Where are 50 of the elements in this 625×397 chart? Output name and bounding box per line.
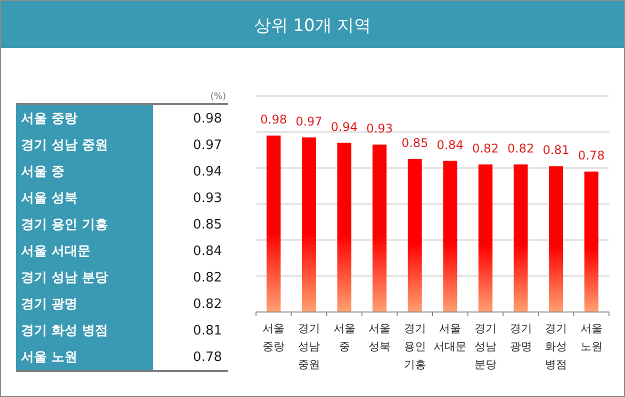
data-label: 0.98 bbox=[193, 111, 222, 126]
data-label: 0.94 bbox=[330, 120, 358, 134]
text: (%) bbox=[210, 92, 226, 102]
data-label: 0.81 bbox=[542, 143, 570, 158]
bar bbox=[337, 142, 352, 312]
data-label: 0.82 bbox=[507, 141, 534, 156]
x-tick-label: 서울 성북 bbox=[368, 322, 391, 353]
bar bbox=[549, 166, 564, 312]
x-tick-label: 서울 노원 bbox=[580, 322, 602, 353]
data-label: 0.84 bbox=[436, 138, 464, 152]
data-label: 0.82 bbox=[193, 270, 222, 286]
data-label: 0.85 bbox=[193, 217, 222, 232]
x-tick-label: 서울 서대문 bbox=[434, 322, 467, 353]
bar bbox=[443, 160, 458, 312]
chart-title: 상위 10개 지역 bbox=[254, 16, 372, 36]
bar bbox=[584, 172, 598, 312]
data-label: 0.78 bbox=[578, 148, 605, 163]
data-label: 0.78 bbox=[193, 350, 222, 365]
data-label: 0.98 bbox=[260, 112, 288, 127]
bar bbox=[372, 144, 387, 312]
category-label: 서울 서대문 bbox=[21, 244, 91, 259]
data-label: 0.85 bbox=[401, 136, 428, 150]
x-tick-label: 경기 용인 기흥 bbox=[404, 322, 426, 371]
x-tick-label: 경기 성남 분당 bbox=[474, 322, 496, 371]
category-label: 경기 성남 분당 bbox=[21, 270, 108, 286]
category-label: 서울 중랑 bbox=[21, 111, 78, 126]
x-tick-label: 서울 중랑 bbox=[262, 322, 285, 353]
data-label: 0.93 bbox=[366, 122, 393, 136]
category-label: 경기 용인 기흥 bbox=[21, 217, 108, 232]
x-tick-label: 서울 중 bbox=[333, 322, 356, 353]
data-label: 0.97 bbox=[193, 138, 222, 153]
data-label: 0.84 bbox=[193, 244, 222, 259]
x-tick-label: 경기 광명 bbox=[510, 322, 532, 353]
data-label: 0.81 bbox=[193, 323, 222, 338]
category-label: 서울 중 bbox=[21, 164, 65, 180]
category-label: 서울 성북 bbox=[21, 190, 78, 206]
x-tick-label: 경기 화성 병점 bbox=[545, 322, 568, 371]
bar bbox=[302, 137, 316, 312]
x-tick-label: 경기 성남 중원 bbox=[298, 322, 320, 371]
bar bbox=[514, 164, 528, 312]
data-label: 0.97 bbox=[296, 114, 322, 128]
category-label: 경기 성남 중원 bbox=[21, 138, 108, 153]
data-label: 0.82 bbox=[193, 296, 222, 312]
bar bbox=[266, 136, 281, 312]
bar bbox=[478, 164, 492, 312]
data-label: 0.82 bbox=[472, 141, 499, 156]
bar bbox=[408, 159, 422, 312]
data-label: 0.93 bbox=[193, 190, 222, 206]
category-label: 경기 광명 bbox=[21, 296, 78, 312]
data-label: 0.94 bbox=[193, 164, 222, 180]
